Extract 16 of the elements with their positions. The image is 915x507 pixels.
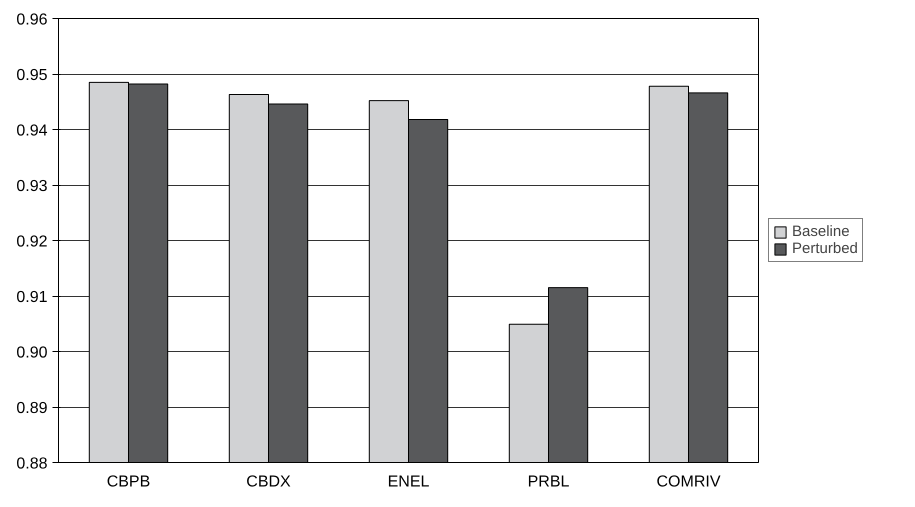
y-tick-label: 0.94 <box>16 122 48 140</box>
x-tick-label: ENEL <box>388 474 430 490</box>
y-tick-label: 0.95 <box>16 67 48 84</box>
x-tick-label: CBDX <box>246 474 292 490</box>
legend-label: Perturbed <box>792 240 858 257</box>
x-tick-label: COMRIV <box>656 474 721 490</box>
y-tick-label: 0.91 <box>16 289 48 306</box>
x-tick-label: CBPB <box>106 474 150 490</box>
y-tick-label: 0.89 <box>16 400 48 417</box>
y-tick-label: 0.92 <box>16 234 48 250</box>
y-tick-label: 0.96 <box>16 12 48 28</box>
x-tick-label: PRBL <box>528 474 570 490</box>
legend-label: Baseline <box>792 223 850 240</box>
y-tick-label: 0.93 <box>16 178 48 195</box>
y-tick-label: 0.88 <box>16 456 48 472</box>
y-tick-label: 0.90 <box>16 344 48 362</box>
